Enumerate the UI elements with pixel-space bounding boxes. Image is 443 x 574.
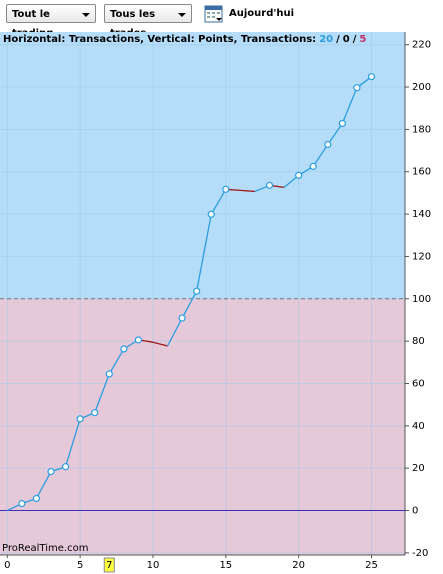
y-tick-label: 120 xyxy=(412,251,431,262)
trade-point xyxy=(105,370,113,378)
gain-segment xyxy=(181,290,198,319)
trade-point xyxy=(193,287,201,295)
transaction-count: 20 xyxy=(319,34,333,45)
transaction-count: 0 xyxy=(343,34,350,45)
trade-point xyxy=(178,314,186,322)
x-tick-label: 25 xyxy=(365,560,378,571)
highlight-box xyxy=(103,557,115,573)
gain-segment xyxy=(108,348,125,375)
x-tick-label: 5 xyxy=(77,560,83,571)
title-text: Horizontal: Transactions, Vertical: Poin… xyxy=(3,34,316,45)
trade-point xyxy=(353,84,361,92)
highlight-label: 7 xyxy=(106,560,112,571)
y-tick-label: 20 xyxy=(412,463,425,474)
chart-title: Horizontal: Transactions, Vertical: Poin… xyxy=(3,34,366,45)
trade-point xyxy=(207,210,215,218)
date-label[interactable]: Aujourd'hui xyxy=(229,8,295,19)
y-tick-label: 220 xyxy=(412,40,431,51)
trade-point xyxy=(367,73,376,81)
y-tick-label: 60 xyxy=(412,378,425,389)
trade-point xyxy=(47,467,55,476)
gain-segment xyxy=(341,87,358,124)
y-tick-label: 100 xyxy=(412,294,431,305)
trade-point xyxy=(338,119,346,128)
x-tick-label: 0 xyxy=(4,560,10,571)
x-tick-label: 10 xyxy=(147,560,160,571)
gain-segment xyxy=(210,188,227,215)
separator: / xyxy=(353,34,357,45)
watermark: ProRealTime.com xyxy=(2,543,88,554)
separator: / xyxy=(336,34,340,45)
y-tick-label: -20 xyxy=(412,548,428,559)
calendar-icon[interactable] xyxy=(204,4,224,24)
gain-segment xyxy=(327,123,343,145)
trade-point xyxy=(295,171,303,179)
trade-point xyxy=(91,409,99,417)
y-tick-label: 40 xyxy=(412,421,425,432)
gain-segment xyxy=(166,317,183,347)
trade-point xyxy=(32,494,41,503)
y-tick-label: 200 xyxy=(412,82,431,93)
y-tick-label: 80 xyxy=(412,336,425,347)
trade-point xyxy=(18,499,26,508)
y-tick-label: 180 xyxy=(412,124,431,135)
x-tick-label: 20 xyxy=(292,560,305,571)
transaction-count: 5 xyxy=(359,34,366,45)
loss-segment xyxy=(240,189,255,193)
trade-point xyxy=(120,345,128,353)
trade-point xyxy=(134,336,142,344)
trade-point xyxy=(61,463,70,471)
trade-point xyxy=(76,415,84,423)
trade-point xyxy=(265,181,274,189)
trade-point xyxy=(222,185,230,193)
loss-segment xyxy=(152,341,168,347)
lower-zone xyxy=(0,298,405,555)
trade-point xyxy=(309,162,317,171)
gain-segment xyxy=(64,418,81,467)
gain-segment xyxy=(94,373,110,413)
gain-segment xyxy=(196,214,212,292)
x-tick-label: 15 xyxy=(219,560,232,571)
gain-segment xyxy=(35,471,52,499)
y-tick-label: 0 xyxy=(412,506,418,517)
y-tick-label: 140 xyxy=(412,209,431,220)
y-tick-label: 160 xyxy=(412,167,431,178)
trade-point xyxy=(324,140,332,149)
upper-zone xyxy=(0,32,405,299)
gain-segment xyxy=(312,144,329,167)
